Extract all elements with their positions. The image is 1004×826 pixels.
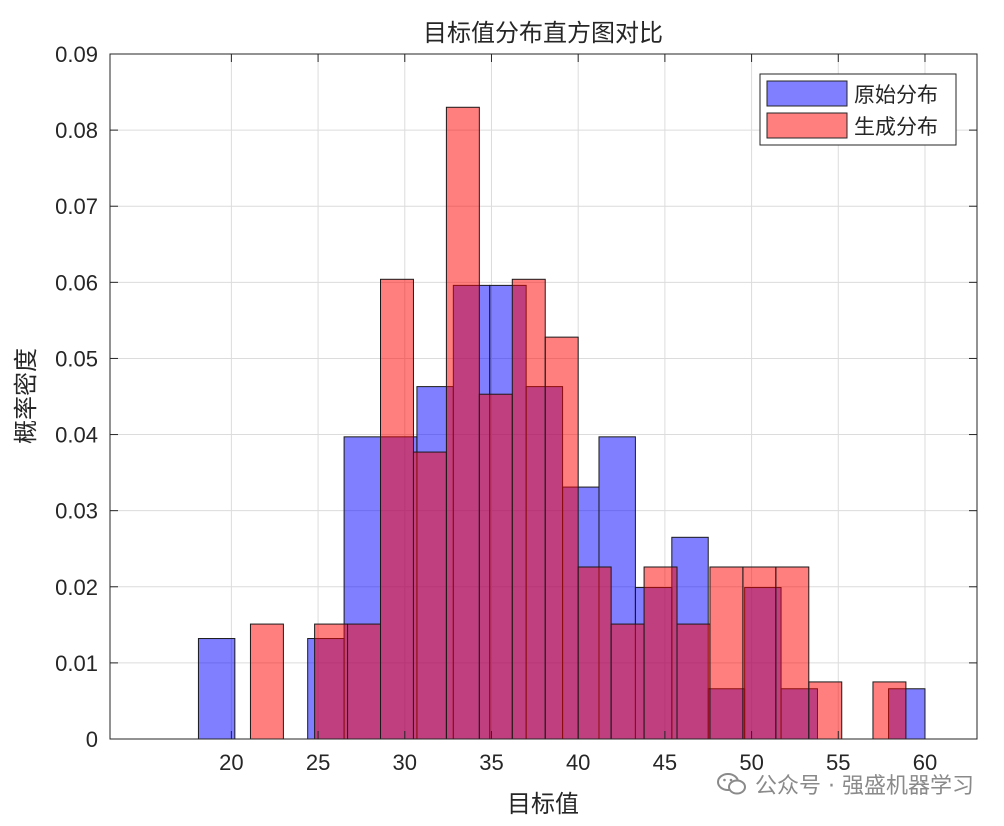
x-tick-label: 60	[913, 750, 937, 775]
bar-generated	[610, 623, 645, 740]
x-axis-label: 目标值	[507, 790, 579, 818]
axis-ticks: 20 25 30 35 40 45 50 55 60 0 0.01 0.02 0.03 0.04 0.05 0…	[55, 42, 977, 775]
series-generated	[249, 106, 907, 740]
legend-label-original: 原始分布	[854, 83, 938, 107]
x-tick-label: 30	[393, 750, 417, 775]
watermark-text: 公众号 · 强盛机器学习	[755, 774, 974, 799]
legend-label-generated: 生成分布	[854, 115, 938, 139]
bar-generated	[808, 681, 843, 740]
wechat-icon	[717, 773, 747, 795]
y-axis-label: 概率密度	[12, 348, 40, 444]
bar-generated	[347, 623, 382, 740]
watermark: 公众号 · 强盛机器学习	[717, 768, 974, 800]
legend-swatch-generated	[766, 112, 848, 139]
bar-generated	[445, 106, 480, 740]
y-tick-label: 0.09	[55, 42, 98, 67]
bar-generated	[775, 566, 810, 740]
y-tick-label: 0.08	[55, 118, 98, 143]
bar-generated	[544, 336, 579, 740]
x-tick-label: 20	[219, 750, 243, 775]
bar-generated	[643, 566, 678, 740]
bar-generated	[314, 623, 349, 740]
y-tick-label: 0.01	[55, 651, 98, 676]
bar-generated	[709, 566, 744, 740]
legend-swatch-original	[766, 80, 848, 107]
y-tick-label: 0.02	[55, 575, 98, 600]
bar-generated	[742, 566, 777, 740]
bar-generated	[676, 623, 711, 740]
y-tick-label: 0.04	[55, 423, 98, 448]
bar-generated	[511, 278, 546, 740]
y-tick-label: 0.07	[55, 194, 98, 219]
bar-original	[197, 638, 236, 740]
y-tick-label: 0.03	[55, 499, 98, 524]
bar-generated	[249, 623, 284, 740]
bar-generated	[577, 566, 612, 740]
x-tick-label: 25	[306, 750, 330, 775]
bar-generated	[412, 451, 447, 740]
y-tick-label: 0.06	[55, 270, 98, 295]
y-tick-label: 0.05	[55, 346, 98, 371]
x-tick-label: 40	[566, 750, 590, 775]
bar-generated	[478, 393, 513, 740]
bar-generated	[872, 681, 907, 740]
chart-title: 目标值分布直方图对比	[423, 19, 663, 47]
x-tick-label: 45	[653, 750, 677, 775]
x-tick-label: 50	[739, 750, 763, 775]
bar-generated	[380, 278, 414, 740]
x-tick-label: 55	[826, 750, 850, 775]
y-tick-label: 0	[86, 727, 98, 752]
x-tick-label: 35	[479, 750, 503, 775]
legend: 原始分布 生成分布	[759, 73, 957, 146]
plot-frame	[109, 53, 978, 740]
